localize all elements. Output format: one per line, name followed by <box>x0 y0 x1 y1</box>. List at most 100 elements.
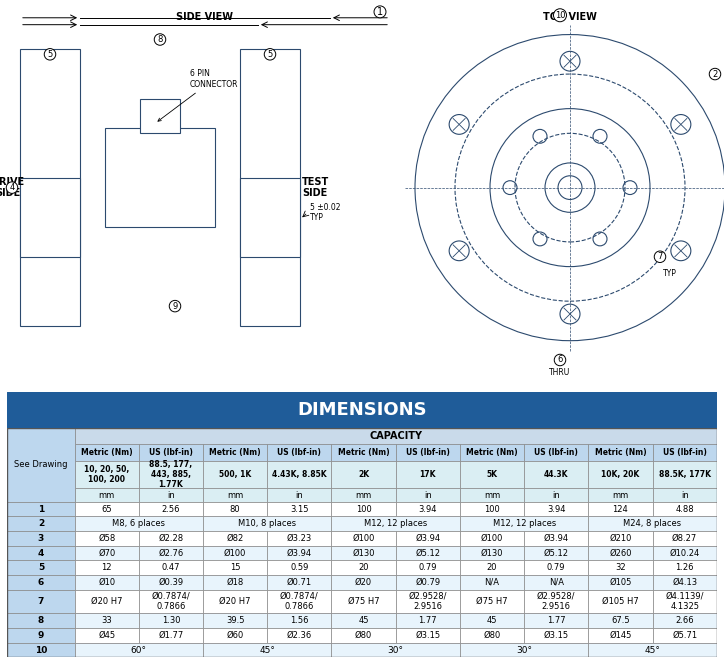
Bar <box>396 614 460 628</box>
Bar <box>460 590 524 614</box>
Bar <box>267 444 332 461</box>
Bar <box>267 546 332 560</box>
Text: M8, 6 places: M8, 6 places <box>112 519 165 529</box>
Bar <box>460 489 524 502</box>
Text: Ø58: Ø58 <box>98 534 115 543</box>
Text: Ø210: Ø210 <box>610 534 631 543</box>
Text: 9: 9 <box>172 301 177 311</box>
Bar <box>7 575 75 590</box>
Bar <box>203 489 267 502</box>
Text: mm: mm <box>613 491 628 499</box>
Bar <box>396 444 460 461</box>
Bar <box>7 517 75 531</box>
Bar <box>267 531 332 546</box>
Bar <box>139 628 203 643</box>
Bar <box>460 461 524 489</box>
Bar <box>652 628 717 643</box>
Bar <box>75 628 139 643</box>
Bar <box>20 178 80 257</box>
Text: M10, 8 places: M10, 8 places <box>238 519 296 529</box>
Text: Ø4.1139/
4.1325: Ø4.1139/ 4.1325 <box>665 592 704 612</box>
Text: Ø20 H7: Ø20 H7 <box>91 597 122 606</box>
Text: 15: 15 <box>230 563 240 572</box>
Text: 5K: 5K <box>487 470 497 479</box>
Text: 20: 20 <box>487 563 497 572</box>
Bar <box>139 502 203 517</box>
Bar <box>139 614 203 628</box>
Bar <box>589 502 652 517</box>
Bar <box>652 531 717 546</box>
Bar <box>589 531 652 546</box>
Text: 2K: 2K <box>358 470 369 479</box>
Text: Ø20 H7: Ø20 H7 <box>219 597 251 606</box>
Bar <box>10 10 420 375</box>
Text: Ø5.71: Ø5.71 <box>672 631 697 640</box>
Text: US (lbf-in): US (lbf-in) <box>277 448 321 457</box>
Text: 3.94: 3.94 <box>547 505 565 513</box>
Bar <box>140 99 180 133</box>
Text: Metric (Nm): Metric (Nm) <box>338 448 390 457</box>
Bar <box>460 517 589 531</box>
Text: Metric (Nm): Metric (Nm) <box>594 448 647 457</box>
Text: Ø130: Ø130 <box>353 548 375 558</box>
Text: 20: 20 <box>358 563 369 572</box>
Text: Ø3.15: Ø3.15 <box>544 631 569 640</box>
Text: 39.5: 39.5 <box>226 616 245 625</box>
Bar <box>332 546 396 560</box>
Bar <box>589 628 652 643</box>
Bar <box>203 575 267 590</box>
Bar <box>75 590 139 614</box>
Bar <box>203 517 332 531</box>
Text: Ø75 H7: Ø75 H7 <box>476 597 508 606</box>
Text: 1.30: 1.30 <box>161 616 180 625</box>
Bar <box>203 614 267 628</box>
Text: Ø0.7874/
0.7866: Ø0.7874/ 0.7866 <box>151 592 190 612</box>
Text: 12: 12 <box>101 563 112 572</box>
Bar <box>332 531 396 546</box>
Text: 100: 100 <box>484 505 500 513</box>
Bar <box>332 502 396 517</box>
Text: 2.66: 2.66 <box>675 616 694 625</box>
Text: Ø0.7874/
0.7866: Ø0.7874/ 0.7866 <box>280 592 319 612</box>
Bar <box>589 590 652 614</box>
Bar <box>139 590 203 614</box>
Bar <box>7 502 75 517</box>
Bar <box>7 614 75 628</box>
Text: 88.5, 177,
443, 885,
1.77K: 88.5, 177, 443, 885, 1.77K <box>149 459 193 489</box>
Text: Ø60: Ø60 <box>227 631 244 640</box>
Text: 2: 2 <box>38 519 44 529</box>
Text: Ø2.9528/
2.9516: Ø2.9528/ 2.9516 <box>408 592 447 612</box>
Text: Ø145: Ø145 <box>610 631 631 640</box>
Bar <box>332 560 396 575</box>
Text: 10K, 20K: 10K, 20K <box>602 470 639 479</box>
Text: 1: 1 <box>377 7 383 17</box>
Bar <box>396 502 460 517</box>
Bar <box>7 560 75 575</box>
Text: 5: 5 <box>267 50 273 59</box>
Text: 0.79: 0.79 <box>418 563 437 572</box>
Bar <box>139 546 203 560</box>
Bar <box>460 643 589 657</box>
Bar <box>396 546 460 560</box>
Text: Ø3.94: Ø3.94 <box>416 534 440 543</box>
Text: Ø5.12: Ø5.12 <box>416 548 440 558</box>
Bar <box>20 49 80 326</box>
Bar <box>267 502 332 517</box>
Bar <box>240 49 300 326</box>
Text: Ø45: Ø45 <box>98 631 115 640</box>
Bar <box>524 628 589 643</box>
Bar <box>396 531 460 546</box>
Text: N/A: N/A <box>484 578 500 587</box>
Text: 45°: 45° <box>259 645 275 655</box>
Bar <box>652 546 717 560</box>
Bar <box>524 444 589 461</box>
Text: 7: 7 <box>38 597 44 606</box>
Bar <box>139 575 203 590</box>
Bar <box>75 444 139 461</box>
Bar <box>267 628 332 643</box>
Text: 67.5: 67.5 <box>611 616 630 625</box>
Text: 1.77: 1.77 <box>418 616 437 625</box>
Text: Ø100: Ø100 <box>224 548 246 558</box>
Bar <box>589 489 652 502</box>
Bar <box>589 575 652 590</box>
